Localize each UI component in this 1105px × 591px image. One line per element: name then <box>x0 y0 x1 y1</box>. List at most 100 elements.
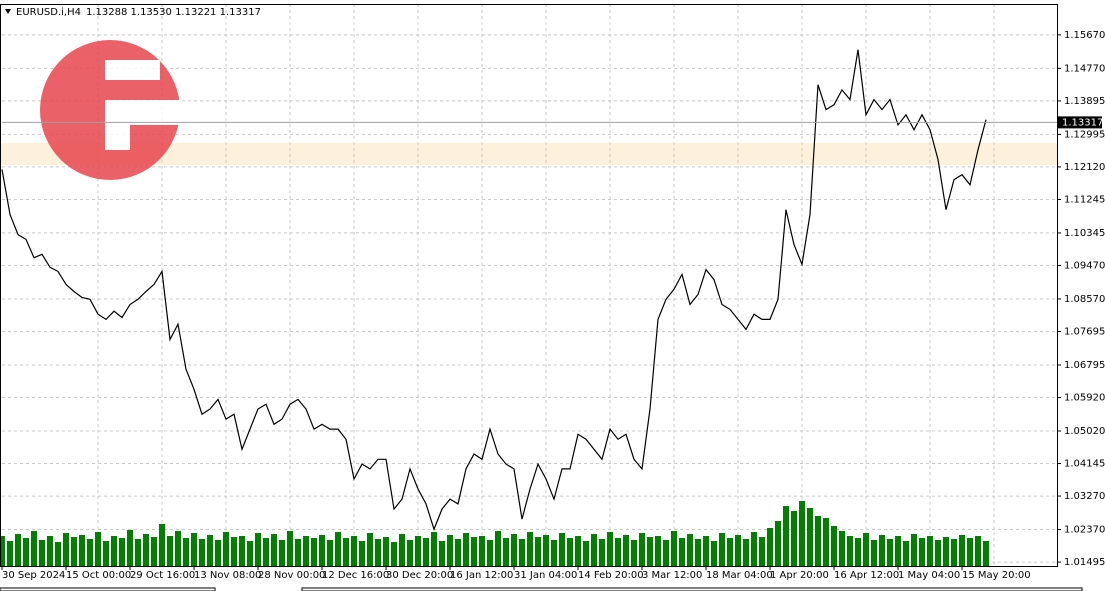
volume-bar <box>63 533 69 566</box>
volume-bar <box>295 539 301 566</box>
volume-bar <box>247 541 253 566</box>
volume-bar <box>263 538 269 566</box>
volume-bar <box>175 531 181 566</box>
volume-bar <box>743 539 749 566</box>
x-tick-label: 15 Oct 00:00 <box>66 570 131 581</box>
volume-bar <box>487 540 493 566</box>
volume-bar <box>143 534 149 566</box>
volume-bar <box>751 532 757 566</box>
y-tick-label: 1.05020 <box>1064 426 1105 437</box>
volume-bar <box>95 532 101 566</box>
volume-bar <box>7 541 13 566</box>
volume-bar <box>807 508 813 566</box>
volume-bar <box>943 537 949 566</box>
volume-bar <box>447 535 453 566</box>
volume-bar <box>903 541 909 566</box>
volume-bar <box>855 538 861 566</box>
volume-bar <box>71 537 77 566</box>
volume-bar <box>39 540 45 566</box>
last-price-box <box>1058 116 1102 129</box>
volume-bar <box>735 535 741 566</box>
volume-bar <box>911 534 917 566</box>
volume-bar <box>455 539 461 566</box>
volume-bar <box>927 536 933 566</box>
volume-bar <box>703 536 709 566</box>
volume-bar <box>359 541 365 566</box>
volume-bar <box>655 536 661 566</box>
scroll-left <box>0 587 216 591</box>
y-tick-label: 1.08570 <box>1064 294 1105 305</box>
volume-bar <box>791 511 797 566</box>
x-tick-label: 12 Dec 16:00 <box>322 570 389 581</box>
volume-bar <box>663 540 669 566</box>
y-tick-label: 1.14770 <box>1064 63 1105 74</box>
y-tick-label: 1.12120 <box>1064 162 1105 173</box>
volume-bar <box>727 538 733 566</box>
volume-bar <box>879 535 885 566</box>
volume-bar <box>695 539 701 566</box>
volume-bar <box>367 533 373 566</box>
volume-bar <box>647 537 653 566</box>
volume-bar <box>823 518 829 566</box>
x-tick-label: 18 Mar 04:00 <box>706 570 773 581</box>
volume-bar <box>567 538 573 566</box>
volume-bar <box>519 539 525 566</box>
volume-bar <box>191 533 197 566</box>
y-tick-label: 1.09470 <box>1064 260 1105 271</box>
volume-bar <box>503 538 509 566</box>
volume-bar <box>111 536 117 566</box>
volume-bar <box>495 531 501 566</box>
volume-bar <box>159 524 165 566</box>
x-tick-label: 16 Jan 12:00 <box>450 570 513 581</box>
volume-bar <box>687 534 693 566</box>
x-tick-label: 14 Feb 20:00 <box>578 570 644 581</box>
y-tick-label: 1.07695 <box>1064 326 1105 337</box>
volume-bar <box>671 531 677 566</box>
volume-bar <box>575 536 581 566</box>
volume-bar <box>311 538 317 566</box>
x-tick-label: 30 Sep 2024 <box>2 570 65 581</box>
volume-bar <box>87 539 93 566</box>
volume-bar <box>511 534 517 566</box>
volume-bar <box>887 539 893 566</box>
volume-bar <box>0 536 5 566</box>
menu-arrow <box>5 9 11 14</box>
volume-bar <box>679 538 685 566</box>
volume-bar <box>463 533 469 566</box>
volume-bar <box>847 536 853 566</box>
price-line <box>1 49 987 531</box>
volume-bar <box>103 541 109 566</box>
volume-bar <box>383 537 389 566</box>
volume-bar <box>535 537 541 566</box>
x-tick-label: 15 May 20:00 <box>962 570 1031 581</box>
volume-bar <box>983 541 989 566</box>
y-tick-label: 1.02370 <box>1064 525 1105 536</box>
x-tick-label: 29 Oct 16:00 <box>130 570 195 581</box>
x-tick-label: 13 Nov 08:00 <box>194 570 261 581</box>
y-tick-label: 1.04145 <box>1064 459 1105 470</box>
volume-bar <box>815 516 821 566</box>
volume-bar <box>967 538 973 566</box>
volume-bar <box>119 538 125 566</box>
volume-bar <box>31 531 37 566</box>
volume-bar <box>599 539 605 566</box>
volume-bar <box>183 538 189 566</box>
volume-bar <box>631 540 637 566</box>
volume-bar <box>319 535 325 566</box>
x-tick-label: 16 Apr 12:00 <box>834 570 899 581</box>
volume-bar <box>255 533 261 566</box>
volume-bar <box>831 526 837 566</box>
volume-bar <box>951 539 957 566</box>
y-tick-label: 1.01495 <box>1064 557 1105 568</box>
volume-bar <box>615 538 621 566</box>
y-tick-label: 1.06795 <box>1064 360 1105 371</box>
x-tick-label: 31 Jan 04:00 <box>514 570 577 581</box>
volume-bar <box>551 540 557 566</box>
scroll-right <box>301 587 1083 591</box>
volume-bar <box>863 533 869 566</box>
volume-bar <box>543 535 549 566</box>
volume-bar <box>783 506 789 566</box>
volume-bar <box>759 537 765 566</box>
volume-bar <box>15 534 21 566</box>
